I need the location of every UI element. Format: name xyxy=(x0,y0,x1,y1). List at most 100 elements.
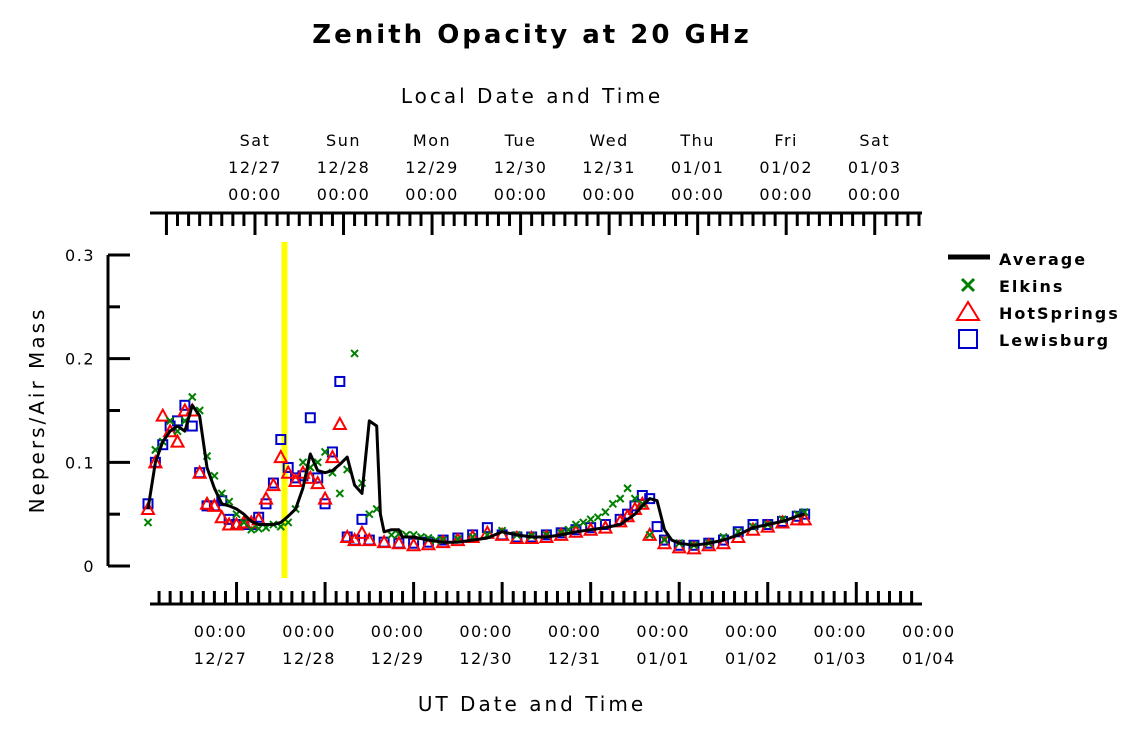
elkins-point xyxy=(247,525,256,534)
bottom-tick-date: 12/27 xyxy=(194,649,248,668)
y-tick-label: 0.3 xyxy=(65,246,95,265)
top-tick-date: 12/30 xyxy=(494,158,548,177)
top-tick-date: 12/31 xyxy=(582,158,636,177)
elkins-point xyxy=(365,509,374,519)
average-line xyxy=(146,403,805,547)
elkins-point xyxy=(660,535,669,545)
bottom-tick-date: 12/31 xyxy=(548,649,602,668)
top-tick-time: 00:00 xyxy=(494,185,548,204)
hotsprings-point xyxy=(265,477,282,492)
top-tick-date: 12/27 xyxy=(228,158,282,177)
lewisburg-point xyxy=(326,446,338,458)
legend-label-average: Average xyxy=(999,250,1087,269)
hotsprings-point xyxy=(302,469,319,484)
elkins-point-stroke xyxy=(579,518,588,527)
elkins-point-stroke xyxy=(645,530,654,540)
legend-elkins-swatch xyxy=(960,277,976,293)
top-tick-day: Sat xyxy=(859,131,890,150)
hotsprings-point xyxy=(796,511,813,526)
elkins-point-stroke xyxy=(608,499,618,509)
elkins-point xyxy=(586,515,595,524)
hotsprings-point xyxy=(464,528,481,543)
elkins-point-stroke xyxy=(239,518,249,527)
hotsprings-point xyxy=(405,537,422,552)
bottom-tick-date: 01/01 xyxy=(636,649,690,668)
elkins-point-stroke xyxy=(586,515,595,524)
bottom-tick-time: 00:00 xyxy=(813,622,867,641)
elkins-point xyxy=(593,513,603,522)
top-tick-day: Tue xyxy=(504,131,537,150)
top-tick-time: 00:00 xyxy=(759,185,813,204)
hotsprings-point xyxy=(236,514,252,529)
elkins-point xyxy=(601,507,610,517)
chart-title: Zenith Opacity at 20 GHz xyxy=(312,20,751,50)
hotsprings-point xyxy=(324,449,341,464)
bottom-tick-date: 12/28 xyxy=(282,649,336,668)
elkins-point xyxy=(335,489,345,498)
bottom-axis-title: UT Date and Time xyxy=(418,692,646,716)
y-tick-label: 0.2 xyxy=(65,350,95,369)
hotsprings-point xyxy=(214,509,230,524)
hotsprings-point xyxy=(199,495,215,510)
elkins-point-stroke xyxy=(623,484,632,493)
top-tick-day: Thu xyxy=(679,131,715,150)
bottom-tick-time: 00:00 xyxy=(902,622,956,641)
bottom-tick-time: 00:00 xyxy=(548,622,602,641)
bottom-tick-time: 00:00 xyxy=(194,622,248,641)
bottom-tick-time: 00:00 xyxy=(636,622,690,641)
elkins-point-stroke xyxy=(630,494,640,503)
hotsprings-point xyxy=(391,535,407,550)
elkins-point-stroke xyxy=(365,509,374,519)
hotsprings-point xyxy=(177,402,193,417)
elkins-point-stroke xyxy=(151,445,160,455)
hotsprings-point xyxy=(715,535,732,550)
lewisburg-point xyxy=(186,420,198,432)
elkins-point xyxy=(143,518,153,527)
elkins-point xyxy=(320,447,330,457)
legend: Average Elkins HotSprings Lewisburg xyxy=(948,250,1120,350)
elkins-point-stroke xyxy=(143,518,153,527)
elkins-point xyxy=(579,518,588,527)
bottom-tick-time: 00:00 xyxy=(459,622,513,641)
elkins-point xyxy=(615,494,625,503)
lewisburg-point xyxy=(356,513,368,525)
axes-group: 0 0.1 0.2 0.3 00:00 12/27 00:00 12/28 00:00 12/29… xyxy=(65,131,956,668)
bottom-tick-date: 12/30 xyxy=(459,649,513,668)
top-tick-time: 00:00 xyxy=(848,185,902,204)
elkins-point xyxy=(165,416,175,426)
elkins-point-stroke xyxy=(254,524,263,533)
top-tick-time: 00:00 xyxy=(317,185,371,204)
hotsprings-point xyxy=(140,500,156,515)
lewisburg-point xyxy=(275,434,287,446)
hotsprings-point xyxy=(169,433,186,448)
hotsprings-point xyxy=(354,524,370,539)
top-tick-date: 12/29 xyxy=(405,158,459,177)
elkins-point-stroke xyxy=(615,494,625,503)
hotsprings-point xyxy=(155,407,171,422)
y-axis-title: Nepers/Air Mass xyxy=(25,307,49,514)
legend-label-hotsprings: HotSprings xyxy=(999,304,1120,323)
y-tick-label: 0.1 xyxy=(65,453,95,472)
elkins-point-stroke xyxy=(283,518,293,527)
hotsprings-point xyxy=(376,534,392,549)
top-tick-time: 00:00 xyxy=(228,185,282,204)
top-tick-day: Sun xyxy=(326,131,361,150)
hotsprings-point xyxy=(450,531,466,547)
hotsprings-point xyxy=(420,536,437,551)
bottom-tick-time: 00:00 xyxy=(725,622,779,641)
elkins-point-stroke xyxy=(335,489,345,498)
bottom-tick-date: 12/29 xyxy=(371,649,425,668)
elkins-point-stroke xyxy=(571,520,581,529)
top-tick-time: 00:00 xyxy=(671,185,725,204)
elkins-point-stroke xyxy=(387,530,396,540)
bottom-tick-date: 01/03 xyxy=(813,649,867,668)
elkins-point-stroke xyxy=(660,535,669,545)
lewisburg-point xyxy=(651,521,663,533)
bottom-tick-date: 01/02 xyxy=(725,649,779,668)
top-axis-title: Local Date and Time xyxy=(401,84,663,108)
top-tick-date: 01/01 xyxy=(671,158,725,177)
elkins-point xyxy=(298,458,308,467)
bottom-tick-time: 00:00 xyxy=(282,622,336,641)
